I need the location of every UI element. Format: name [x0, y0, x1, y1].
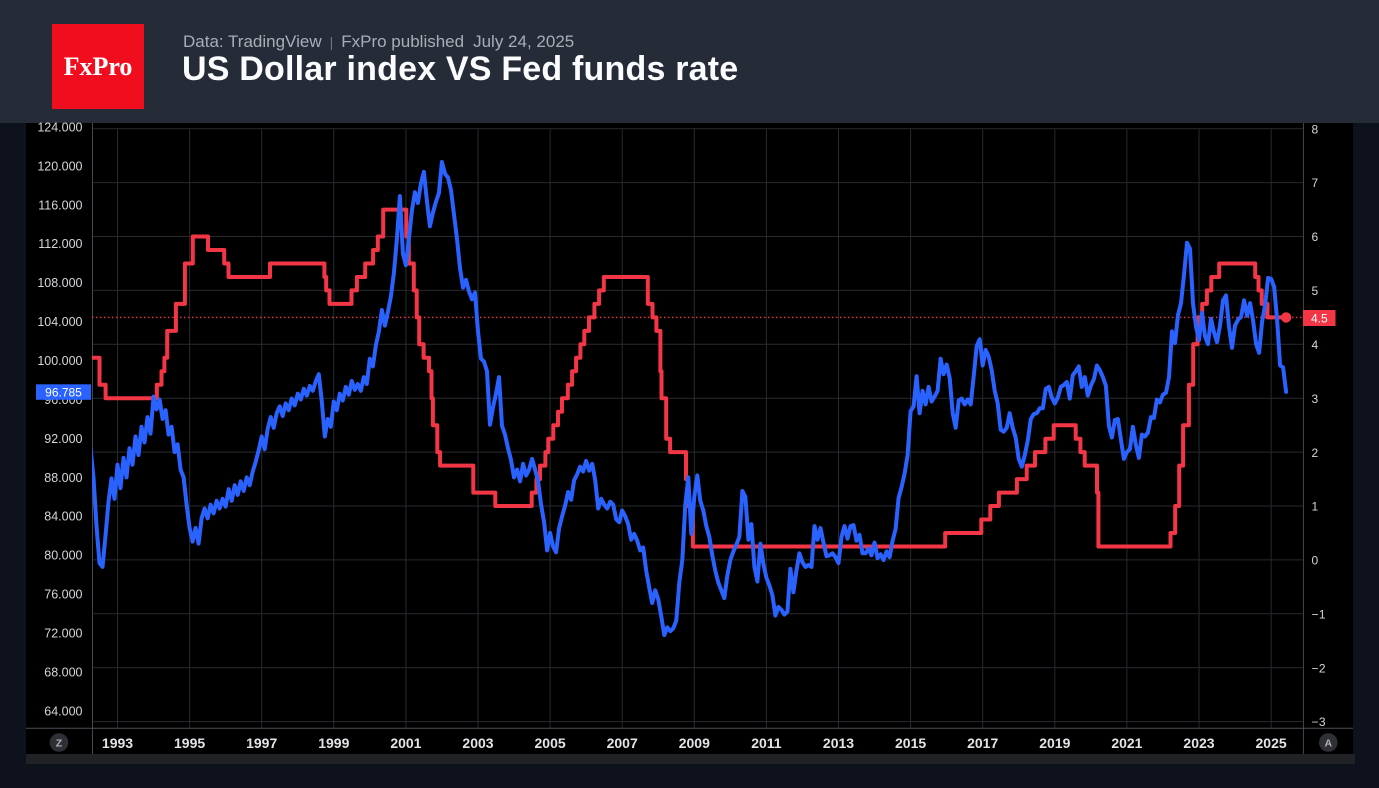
svg-text:7: 7 — [1312, 176, 1319, 190]
svg-text:2003: 2003 — [462, 735, 493, 751]
svg-text:108.000: 108.000 — [37, 276, 82, 290]
svg-text:−1: −1 — [1312, 607, 1326, 621]
svg-text:64.000: 64.000 — [44, 704, 82, 718]
svg-text:2015: 2015 — [895, 735, 926, 751]
svg-text:68.000: 68.000 — [44, 666, 82, 680]
svg-text:A: A — [1325, 737, 1333, 749]
svg-text:2023: 2023 — [1183, 735, 1214, 751]
svg-text:4: 4 — [1312, 338, 1319, 352]
svg-text:3: 3 — [1312, 392, 1319, 406]
svg-text:0: 0 — [1312, 554, 1319, 568]
svg-text:Z: Z — [56, 737, 63, 749]
svg-text:2001: 2001 — [390, 735, 421, 751]
svg-text:2021: 2021 — [1111, 735, 1142, 751]
svg-text:8: 8 — [1312, 122, 1319, 136]
svg-text:4.5: 4.5 — [1311, 311, 1328, 325]
svg-text:2009: 2009 — [679, 735, 710, 751]
svg-text:1993: 1993 — [102, 735, 133, 751]
svg-text:6: 6 — [1312, 230, 1319, 244]
svg-text:72.000: 72.000 — [44, 627, 82, 641]
svg-text:2007: 2007 — [607, 735, 638, 751]
svg-text:1995: 1995 — [174, 735, 205, 751]
svg-text:2025: 2025 — [1256, 735, 1287, 751]
svg-text:2019: 2019 — [1039, 735, 1070, 751]
svg-text:−2: −2 — [1312, 661, 1326, 675]
svg-text:1997: 1997 — [246, 735, 277, 751]
svg-text:2005: 2005 — [535, 735, 566, 751]
svg-text:124.000: 124.000 — [37, 120, 82, 134]
svg-text:2017: 2017 — [967, 735, 998, 751]
svg-text:100.000: 100.000 — [37, 354, 82, 368]
svg-text:104.000: 104.000 — [37, 315, 82, 329]
svg-text:88.000: 88.000 — [44, 471, 82, 485]
svg-text:84.000: 84.000 — [44, 510, 82, 524]
svg-text:−3: −3 — [1312, 715, 1326, 729]
svg-text:96.785: 96.785 — [45, 386, 82, 400]
svg-text:76.000: 76.000 — [44, 588, 82, 602]
svg-text:80.000: 80.000 — [44, 549, 82, 563]
svg-text:92.000: 92.000 — [44, 432, 82, 446]
svg-text:1: 1 — [1312, 500, 1319, 514]
svg-text:120.000: 120.000 — [37, 159, 82, 173]
svg-text:112.000: 112.000 — [38, 237, 82, 251]
svg-text:2: 2 — [1312, 446, 1319, 460]
svg-text:2013: 2013 — [823, 735, 854, 751]
svg-text:2011: 2011 — [751, 735, 782, 751]
svg-text:116.000: 116.000 — [38, 198, 82, 212]
svg-text:5: 5 — [1312, 284, 1319, 298]
svg-text:1999: 1999 — [318, 735, 349, 751]
